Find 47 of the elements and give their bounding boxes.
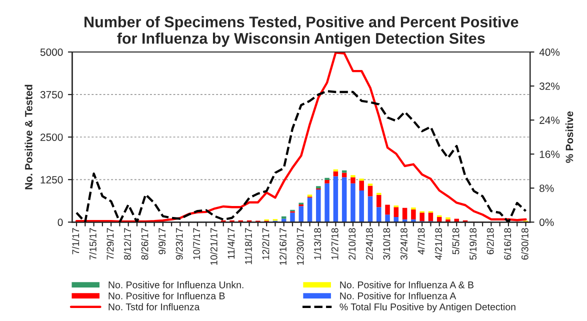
x-tick-label: 3/10/18 bbox=[382, 228, 390, 260]
x-tick-label: 7/29/17 bbox=[106, 228, 114, 260]
x-tick-label: 8/12/17 bbox=[124, 228, 131, 260]
x-tick-label: 4/21/18 bbox=[434, 228, 442, 260]
y2-tick-label: 32% bbox=[539, 82, 560, 90]
y-tick-label: 5000 bbox=[40, 48, 63, 56]
y-tick-label: 2500 bbox=[40, 134, 63, 141]
y2-tick-label: 40% bbox=[539, 48, 560, 56]
x-tick-label: 11/4/17 bbox=[227, 228, 235, 259]
y2-tick-label: 24% bbox=[540, 116, 560, 124]
x-tick-label: 10/21/17 bbox=[210, 228, 218, 265]
x-tick-label: 12/16/17 bbox=[279, 228, 286, 265]
y2-axis-title: % Positive bbox=[565, 111, 574, 163]
y-axis-title: No. Positive & Tested bbox=[24, 84, 32, 190]
x-tick-label: 11/18/17 bbox=[244, 228, 252, 264]
y-tick-label: 3750 bbox=[40, 91, 63, 98]
legend-label: No. Positive for Influenza A & B bbox=[340, 281, 474, 288]
x-tick-label: 6/2/18 bbox=[486, 228, 494, 254]
x-tick-label: 7/1/17 bbox=[72, 228, 80, 254]
legend-label: No. Positive for Influenza A bbox=[340, 292, 456, 300]
x-tick-label: 2/10/18 bbox=[348, 228, 356, 260]
x-tick-label: 6/16/18 bbox=[504, 228, 512, 260]
x-tick-label: 6/30/18 bbox=[521, 228, 528, 260]
chart-title: Number of Specimens Tested, Positive and Percent Positive for Influenza by Wisconsin Antigen Detection Sites bbox=[84, 16, 518, 47]
legend-label: No. Positive for Influenza Unkn. bbox=[108, 281, 244, 288]
x-tick-label: 1/27/18 bbox=[331, 228, 338, 260]
legend-label: No. Tstd for Influenza bbox=[108, 303, 200, 310]
x-tick-label: 1/13/18 bbox=[314, 228, 322, 260]
legend-label: % Total Flu Positive by Antigen Detection bbox=[340, 303, 516, 312]
x-tick-label: 5/19/18 bbox=[469, 228, 477, 260]
x-tick-label: 7/15/17 bbox=[89, 228, 96, 260]
x-tick-label: 4/7/18 bbox=[418, 228, 425, 254]
x-tick-label: 9/9/17 bbox=[158, 228, 166, 254]
y-tick-label: 1250 bbox=[40, 176, 63, 184]
y2-tick-label: 8% bbox=[540, 184, 554, 192]
x-tick-label: 8/26/17 bbox=[141, 228, 148, 260]
y2-tick-label: 16% bbox=[540, 150, 560, 158]
x-tick-label: 9/23/17 bbox=[176, 228, 183, 260]
y-tick-label: 0 bbox=[58, 218, 63, 226]
x-tick-label: 12/30/17 bbox=[296, 228, 304, 265]
x-tick-label: 2/24/18 bbox=[366, 228, 373, 260]
y2-tick-label: 0% bbox=[539, 218, 554, 226]
x-tick-label: 12/2/17 bbox=[262, 228, 270, 260]
legend-label: No. Positive for Influenza B bbox=[108, 292, 225, 300]
x-tick-label: 3/24/18 bbox=[400, 228, 408, 260]
x-tick-label: 10/7/17 bbox=[192, 228, 200, 260]
x-tick-label: 5/5/18 bbox=[452, 228, 460, 254]
